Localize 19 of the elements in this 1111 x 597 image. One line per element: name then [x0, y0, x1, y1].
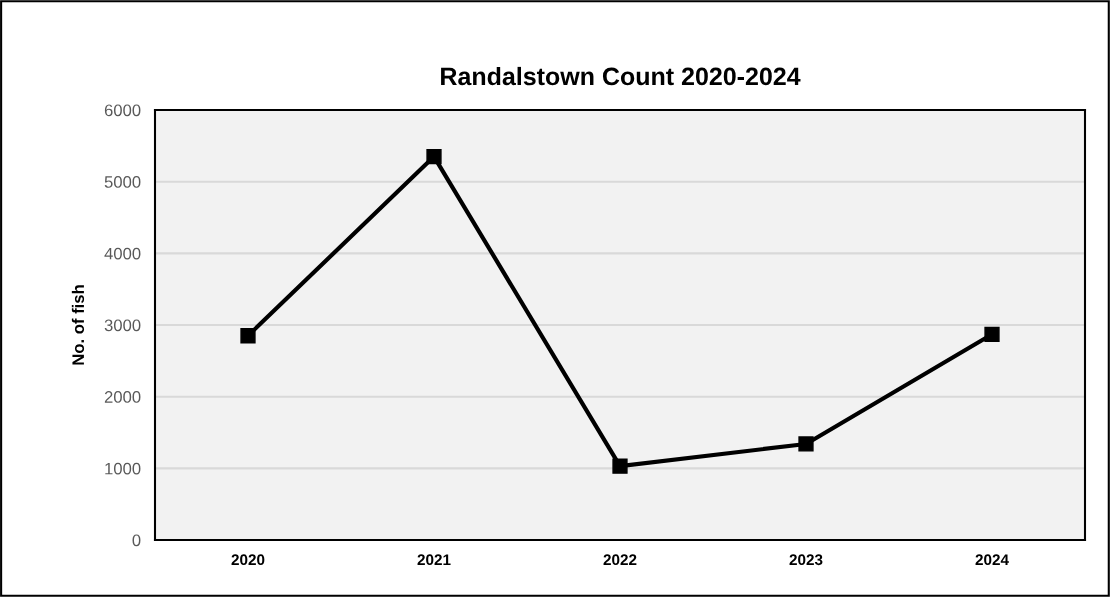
y-tick-label: 6000: [104, 104, 141, 117]
y-tick-label: 5000: [104, 176, 141, 188]
y-tick-label: 3000: [104, 319, 141, 332]
chart-title: Randalstown Count 2020-2024: [441, 66, 801, 86]
point: [612, 458, 628, 474]
x-tick-label: 2022: [603, 554, 637, 566]
x-tick-label: 2023: [789, 554, 823, 566]
y-axis-title: No. of fish: [71, 285, 85, 365]
y-tick-label: 2000: [104, 391, 141, 403]
y-tick-label: 1000: [105, 462, 141, 475]
x-tick-label: 2021: [417, 554, 451, 566]
point: [984, 326, 1000, 342]
x-tick-label: 2020: [231, 554, 265, 566]
x-tick-label: 2024: [975, 554, 1009, 566]
point: [240, 328, 256, 344]
y-tick-label: 4000: [104, 247, 141, 260]
point: [426, 148, 442, 165]
point: [798, 436, 814, 452]
y-tick-label: 0: [132, 534, 141, 547]
